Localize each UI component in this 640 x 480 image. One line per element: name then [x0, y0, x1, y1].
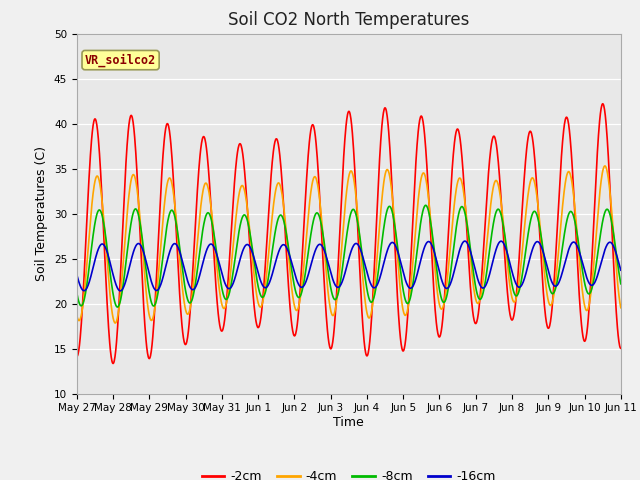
Text: VR_soilco2: VR_soilco2: [85, 53, 156, 67]
Y-axis label: Soil Temperatures (C): Soil Temperatures (C): [35, 146, 48, 281]
Legend: -2cm, -4cm, -8cm, -16cm: -2cm, -4cm, -8cm, -16cm: [197, 465, 501, 480]
X-axis label: Time: Time: [333, 416, 364, 429]
Title: Soil CO2 North Temperatures: Soil CO2 North Temperatures: [228, 11, 470, 29]
